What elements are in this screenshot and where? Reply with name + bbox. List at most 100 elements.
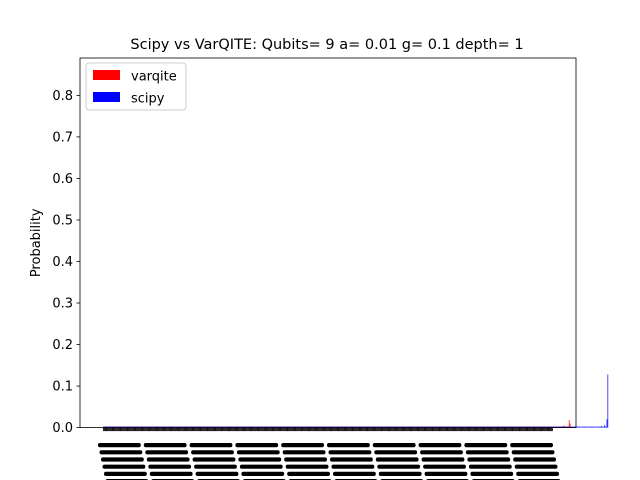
bar-scipy-437 [487, 426, 488, 428]
bar-scipy-343 [404, 426, 406, 428]
bar-scipy-276 [345, 426, 347, 428]
bar-scipy-65 [160, 426, 161, 428]
bar-scipy-358 [417, 426, 419, 428]
bar-scipy-460 [507, 426, 508, 428]
bar-scipy-277 [346, 426, 348, 428]
bar-scipy-83 [175, 426, 177, 428]
bar-scipy-169 [251, 426, 253, 428]
bar-scipy-159 [242, 426, 244, 428]
bar-scipy-247 [320, 426, 321, 428]
bar-scipy-12 [113, 426, 115, 428]
bar-scipy-60 [155, 426, 157, 428]
bar-scipy-366 [424, 426, 426, 428]
bar-scipy-32 [131, 426, 132, 428]
x-tick-label-block [145, 450, 189, 455]
x-tick-label-block [99, 450, 143, 455]
bar-scipy-349 [409, 426, 411, 428]
bar-scipy-468 [514, 426, 516, 428]
bar-scipy-281 [349, 426, 351, 428]
bar-scipy-239 [313, 426, 314, 428]
bar-scipy-35 [133, 426, 135, 428]
bar-scipy-176 [257, 426, 259, 428]
bar-scipy-29 [128, 426, 130, 428]
bar-scipy-511 [552, 426, 553, 428]
x-tick-label-block [516, 471, 559, 476]
bar-scipy-443 [492, 426, 494, 428]
bar-scipy-474 [519, 426, 521, 428]
bar-scipy-355 [415, 426, 416, 428]
bar-scipy-479 [523, 426, 525, 428]
bar-scipy-118 [206, 426, 208, 428]
bar-scipy-521 [560, 426, 562, 428]
bar-scipy-185 [265, 426, 267, 428]
bar-scipy-540 [577, 426, 579, 428]
bar-scipy-212 [289, 426, 291, 428]
bar-scipy-94 [185, 426, 187, 428]
bar-scipy-463 [509, 426, 511, 428]
bar-scipy-206 [284, 426, 285, 428]
bar-scipy-397 [451, 426, 453, 428]
bar-scipy-305 [371, 426, 372, 428]
bar-scipy-515 [555, 426, 557, 428]
y-tick-label-8: 0.8 [52, 89, 73, 104]
bar-scipy-455 [502, 426, 504, 428]
bar-scipy-484 [528, 426, 530, 428]
bar-scipy-131 [218, 426, 219, 428]
bar-scipy-571 [604, 426, 606, 428]
bar-scipy-210 [287, 426, 289, 428]
bar-scipy-539 [576, 426, 578, 428]
bar-scipy-58 [153, 426, 155, 428]
bar-scipy-296 [363, 426, 364, 428]
bar-scipy-565 [599, 426, 601, 428]
bar-scipy-49 [146, 426, 147, 428]
bar-scipy-107 [197, 426, 198, 428]
bar-scipy-564 [598, 426, 600, 428]
y-tick-label-4: 0.4 [52, 255, 73, 270]
bar-scipy-154 [238, 426, 240, 428]
bar-scipy-86 [178, 426, 180, 428]
bar-scipy-19 [119, 426, 121, 428]
bar-scipy-370 [428, 426, 429, 428]
bar-scipy-6 [108, 426, 109, 428]
bar-scipy-384 [440, 426, 442, 428]
bar-scipy-491 [534, 426, 536, 428]
bar-scipy-383 [439, 426, 441, 428]
y-tick-label-0: 0.0 [52, 421, 73, 436]
bar-scipy-315 [379, 426, 381, 428]
x-tick-label-block [375, 457, 419, 462]
bar-scipy-56 [152, 426, 153, 428]
bar-scipy-350 [410, 426, 412, 428]
bar-scipy-70 [164, 426, 166, 428]
bar-scipy-372 [429, 426, 431, 428]
bar-scipy-30 [129, 426, 131, 428]
bar-scipy-388 [444, 426, 445, 428]
bar-scipy-269 [339, 426, 341, 428]
bar-scipy-272 [342, 426, 343, 428]
bar-scipy-415 [467, 426, 469, 428]
bar-scipy-533 [571, 426, 573, 428]
bar-scipy-489 [532, 426, 534, 428]
bar-scipy-452 [500, 426, 501, 428]
bar-scipy-426 [477, 426, 479, 428]
bar-scipy-255 [327, 426, 328, 428]
bar-scipy-157 [240, 426, 242, 428]
bar-varqite-531 [569, 423, 571, 428]
x-tick-label-block [374, 450, 418, 455]
bar-scipy-556 [591, 426, 593, 428]
bar-scipy-483 [527, 426, 529, 428]
bar-scipy-436 [486, 426, 487, 428]
x-tick-label-block [287, 471, 330, 476]
bar-scipy-253 [325, 426, 327, 428]
bar-scipy-220 [296, 426, 298, 428]
bar-scipy-363 [422, 426, 423, 428]
bar-scipy-332 [394, 426, 396, 428]
bar-scipy-163 [246, 426, 247, 428]
bar-scipy-136 [222, 426, 224, 428]
x-tick-label-block [192, 457, 236, 462]
bar-scipy-2 [104, 426, 106, 428]
bar-scipy-405 [458, 426, 460, 428]
bar-scipy-522 [561, 426, 563, 428]
bar-scipy-446 [494, 426, 496, 428]
bar-scipy-306 [371, 426, 373, 428]
bar-scipy-323 [386, 426, 388, 428]
